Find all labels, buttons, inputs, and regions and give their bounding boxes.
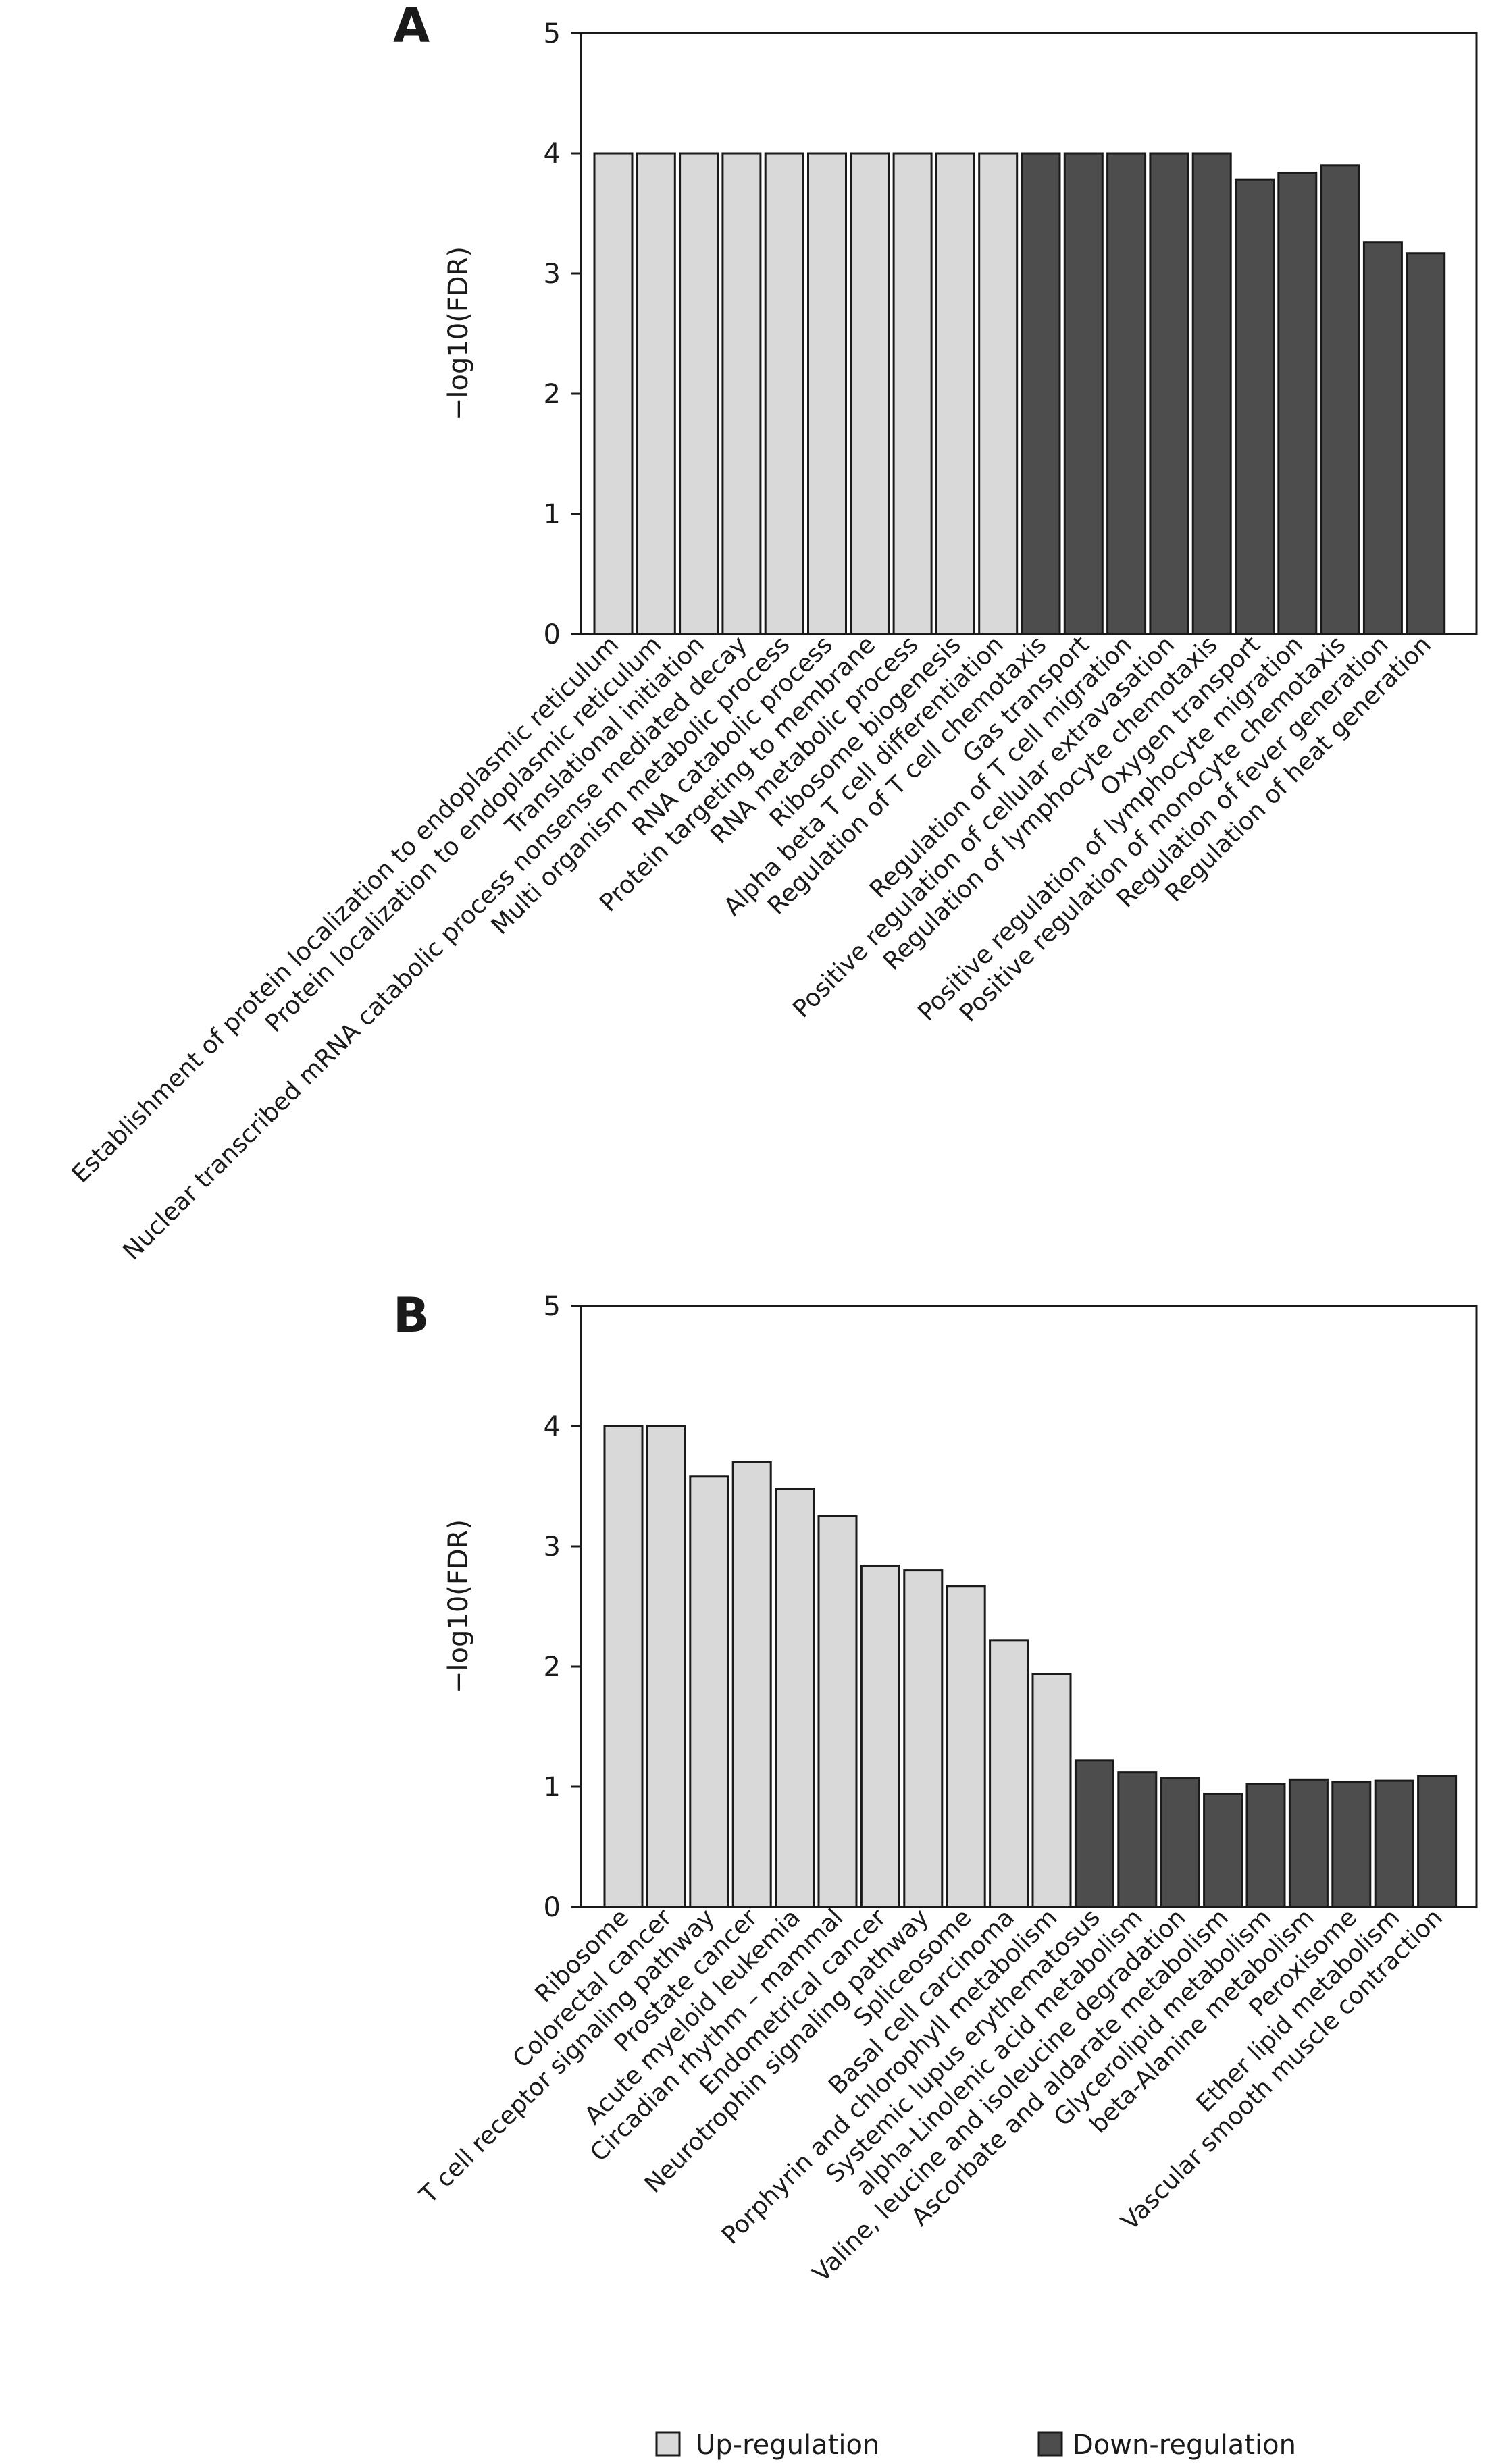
- panel-b-letter: B: [393, 1288, 429, 1343]
- panel-b-bar: [689, 1475, 729, 1908]
- panel-a-bar: [636, 152, 676, 635]
- panel-a-bar: [1191, 152, 1232, 635]
- panel-b-bar: [1245, 1783, 1286, 1908]
- panel-a-bar: [721, 152, 762, 635]
- panel-a-y-tick-label: 0: [544, 619, 561, 650]
- panel-b-chart: B −log10(FDR) 0 1 2 3 4 5 RibosomeColorectal …: [393, 1288, 1478, 2288]
- panel-a-bar: [1063, 152, 1104, 635]
- panel-b-bar: [1074, 1759, 1114, 1908]
- panel-a-bar: [593, 152, 634, 635]
- panel-b-bar: [775, 1488, 815, 1908]
- panel-b-bar: [989, 1639, 1029, 1908]
- panel-b-y-ticks: 0 1 2 3 4 5: [544, 1291, 581, 1923]
- panel-a-bar: [935, 152, 975, 635]
- panel-a-y-tick-label: 2: [544, 379, 561, 410]
- panel-a-category-label: Establishment of protein localization to…: [67, 631, 625, 1188]
- panel-a-bar: [1277, 171, 1318, 635]
- panel-a-y-axis-label: −log10(FDR): [443, 246, 474, 421]
- panel-b-bar: [1374, 1779, 1414, 1908]
- panel-a-bar: [807, 152, 847, 635]
- panel-b-bar: [1417, 1775, 1458, 1908]
- panel-a-y-tick-label: 5: [544, 18, 561, 49]
- panel-a-bar: [1149, 152, 1189, 635]
- legend-swatch-up: [655, 2431, 681, 2457]
- panel-b-bar: [1117, 1771, 1158, 1908]
- panel-b-y-tick-label: 3: [544, 1531, 561, 1563]
- panel-a-chart: A −log10(FDR) 0 1 2 3 4 5 Establishment of pr…: [67, 0, 1478, 1265]
- panel-a-bar: [679, 152, 719, 635]
- panel-a-bar: [764, 152, 804, 635]
- legend-item-up: Up-regulation: [655, 2430, 879, 2461]
- panel-b-y-tick-label: 2: [544, 1652, 561, 1683]
- panel-a-bar: [1106, 152, 1147, 635]
- panel-b-bar: [817, 1515, 858, 1908]
- panel-b-y-tick-label: 1: [544, 1772, 561, 1803]
- panel-b-y-tick-label: 4: [544, 1411, 561, 1442]
- panel-b-bar: [646, 1425, 686, 1908]
- panel-a-y-tick-label: 3: [544, 259, 561, 290]
- panel-b-bars: [603, 1425, 1458, 1908]
- panel-b-bar: [1203, 1793, 1243, 1908]
- panel-a-bar: [1235, 178, 1275, 635]
- panel-b-bar: [1031, 1673, 1072, 1908]
- panel-a-bar: [850, 152, 890, 635]
- panel-b-bar: [1288, 1778, 1329, 1908]
- panel-b-y-tick-label: 5: [544, 1291, 561, 1322]
- panel-a-bar: [1021, 152, 1061, 635]
- legend: Up-regulation Down-regulation: [655, 2430, 1296, 2461]
- panel-a-letter: A: [393, 0, 430, 53]
- panel-b-bar: [860, 1564, 900, 1908]
- legend-label-up: Up-regulation: [696, 2430, 879, 2461]
- legend-label-down: Down-regulation: [1073, 2430, 1296, 2461]
- panel-b-y-axis-label: −log10(FDR): [443, 1519, 474, 1694]
- panel-a-y-tick-label: 4: [544, 138, 561, 169]
- panel-a-bar: [1406, 252, 1446, 635]
- legend-item-down: Down-regulation: [1037, 2430, 1296, 2461]
- panel-a-bar: [1362, 241, 1403, 635]
- panel-b-bar: [731, 1461, 772, 1908]
- panel-b-bar: [1160, 1777, 1200, 1908]
- panel-b-bar: [603, 1425, 644, 1908]
- panel-b-bar: [1331, 1781, 1372, 1908]
- panel-a-bars: [593, 152, 1446, 635]
- panel-a-category-label: Nuclear transcribed mRNA catabolic proce…: [118, 631, 752, 1265]
- panel-a-bar: [892, 152, 933, 635]
- panel-a-y-ticks: 0 1 2 3 4 5: [544, 18, 581, 650]
- panel-b-y-tick-label: 0: [544, 1892, 561, 1923]
- panel-a-bar: [1320, 164, 1360, 635]
- legend-swatch-down: [1037, 2431, 1063, 2457]
- panel-a-bar: [978, 152, 1019, 635]
- panel-a-x-labels: Establishment of protein localization to…: [67, 631, 1437, 1265]
- panel-b-bar: [946, 1585, 986, 1908]
- panel-b-bar: [903, 1569, 944, 1908]
- panel-a-y-tick-label: 1: [544, 499, 561, 530]
